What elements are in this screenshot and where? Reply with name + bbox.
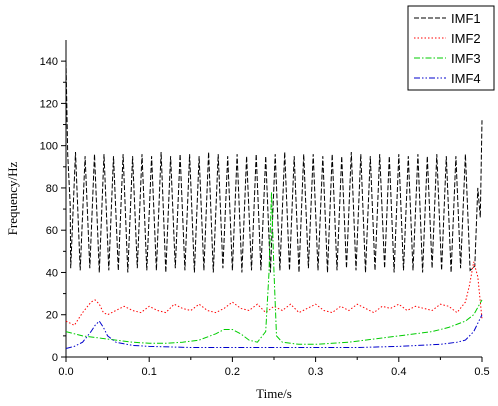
y-tick-label: 60 <box>46 225 58 237</box>
y-tick-label: 20 <box>46 310 58 322</box>
x-axis-title: Time/s <box>256 386 292 401</box>
x-tick-label: 0.4 <box>391 366 406 378</box>
x-axis-ticks: 0.0 0.1 0.2 0.3 0.4 0.5 <box>58 357 490 378</box>
legend-box <box>407 5 495 91</box>
x-tick-label: 0.1 <box>142 366 157 378</box>
legend-label-imf1: IMF1 <box>451 11 481 26</box>
y-tick-label: 140 <box>40 56 58 68</box>
y-axis-title: Frequency/Hz <box>5 161 20 235</box>
y-tick-label: 80 <box>46 183 58 195</box>
series-layer <box>65 61 483 349</box>
series-line-imf4 <box>65 314 483 349</box>
x-tick-label: 0.2 <box>225 366 240 378</box>
legend: IMF1 IMF2 IMF3 IMF4 <box>407 5 495 91</box>
series-line-imf1 <box>65 61 483 273</box>
series-line-imf3 <box>65 192 483 345</box>
x-tick-label: 0.3 <box>308 366 323 378</box>
y-tick-label: 40 <box>46 267 58 279</box>
y-axis-ticks: 0 20 40 60 80 100 120 140 <box>40 56 66 364</box>
legend-label-imf4: IMF4 <box>451 71 481 86</box>
y-tick-label: 120 <box>40 98 58 110</box>
x-tick-label: 0.0 <box>58 366 73 378</box>
y-tick-label: 100 <box>40 141 58 153</box>
legend-label-imf3: IMF3 <box>451 51 481 66</box>
x-tick-label: 0.5 <box>474 366 489 378</box>
y-tick-label: 0 <box>52 352 58 364</box>
series-line-imf2 <box>65 261 483 326</box>
legend-label-imf2: IMF2 <box>451 31 481 46</box>
